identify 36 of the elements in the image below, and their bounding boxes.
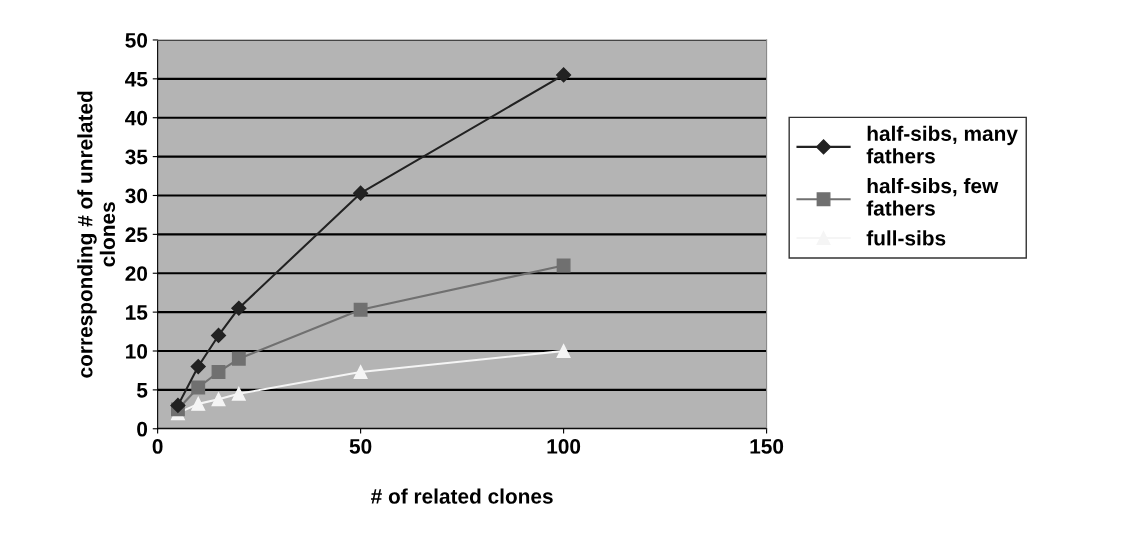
- point: [353, 185, 369, 201]
- point: [353, 302, 368, 317]
- x-tick-label: 50: [349, 439, 372, 454]
- y-tick-label: 20: [125, 266, 148, 281]
- point: [231, 386, 246, 401]
- point: [556, 67, 572, 83]
- x-axis-title: # of related clones: [371, 488, 553, 504]
- point: [170, 397, 186, 414]
- x-tick-label: 0: [152, 439, 163, 454]
- y-tick-label: 10: [126, 344, 148, 359]
- point: [231, 300, 247, 316]
- x-tick-label: 100: [547, 439, 581, 454]
- point: [190, 358, 206, 375]
- point: [211, 392, 226, 407]
- y-tick-label: 45: [125, 72, 148, 87]
- legend-label: half-sibs, few fathers: [866, 177, 999, 216]
- point: [211, 365, 226, 379]
- y-tick-label: 40: [125, 110, 148, 126]
- point: [191, 396, 206, 411]
- legend-label: half-sibs, many fathers: [866, 125, 1018, 164]
- x-tick-label: 150: [750, 439, 784, 454]
- point: [231, 351, 246, 366]
- y-tick-label: 35: [125, 149, 148, 165]
- y-tick-label: 25: [125, 227, 148, 243]
- y-tick-label: 30: [125, 188, 148, 204]
- point: [191, 380, 206, 395]
- point: [210, 327, 227, 344]
- y-axis-title: corresponding # of unrelated clones: [77, 91, 116, 378]
- y-tick-label: 15: [126, 305, 148, 320]
- legend-label: full-sibs: [866, 230, 946, 246]
- y-tick-label: 50: [125, 32, 148, 48]
- y-tick-label: 0: [137, 421, 148, 437]
- point: [556, 344, 571, 358]
- point: [353, 365, 368, 379]
- point: [556, 258, 571, 273]
- y-tick-label: 5: [136, 383, 148, 398]
